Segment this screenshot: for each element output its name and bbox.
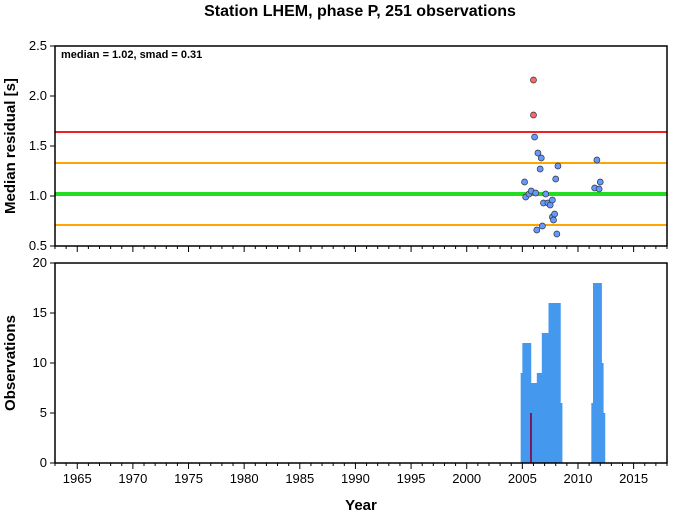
y-tick-label: 0 bbox=[40, 455, 47, 470]
y-tick-label: 1.0 bbox=[29, 188, 47, 203]
chart-title: Station LHEM, phase P, 251 observations bbox=[204, 3, 516, 20]
outlier-point bbox=[530, 111, 537, 119]
observation-bars bbox=[520, 283, 606, 463]
residual-points bbox=[521, 76, 604, 238]
y-tick-label: 15 bbox=[33, 305, 47, 320]
residual-point bbox=[553, 230, 561, 238]
x-tick-label: 1995 bbox=[397, 471, 426, 486]
x-tick-label: 1985 bbox=[285, 471, 314, 486]
observations-y-ticks: 0 5 10 15 20 bbox=[33, 255, 55, 470]
y-tick-label: 0.5 bbox=[29, 238, 47, 253]
observations-panel: 0 5 10 15 20 1965 1970 1975 1980 1985 1990 1995 200… bbox=[2, 246, 668, 511]
residual-point bbox=[552, 175, 560, 183]
outlier-point bbox=[530, 76, 537, 84]
observation-bar bbox=[596, 413, 606, 463]
y-tick-label: 2.5 bbox=[29, 38, 47, 53]
residual-point bbox=[551, 210, 558, 218]
residual-point bbox=[533, 226, 541, 234]
median-smad-annotation: median = 1.02, smad = 0.31 bbox=[61, 49, 202, 61]
residual-point bbox=[549, 196, 556, 204]
y-tick-label: 1.5 bbox=[29, 138, 47, 153]
residual-point bbox=[596, 178, 604, 186]
residual-point bbox=[521, 178, 528, 186]
observations-panel-frame bbox=[54, 262, 668, 464]
residual-point bbox=[593, 156, 601, 164]
residual-point bbox=[532, 189, 540, 197]
residual-point bbox=[554, 162, 562, 170]
observations-y-axis-title: Observations bbox=[2, 315, 19, 411]
residual-point bbox=[595, 185, 603, 193]
x-axis-title: Year bbox=[345, 497, 377, 511]
residual-point bbox=[539, 222, 546, 230]
x-tick-label: 1965 bbox=[63, 471, 92, 486]
residual-point bbox=[550, 216, 557, 224]
residual-point bbox=[531, 133, 538, 141]
x-tick-label: 1990 bbox=[341, 471, 370, 486]
observation-bar bbox=[553, 403, 563, 463]
y-tick-label: 5 bbox=[40, 405, 47, 420]
observation-bar bbox=[551, 303, 561, 463]
residual-point bbox=[542, 190, 550, 198]
residual-point bbox=[536, 165, 544, 173]
residual-y-ticks: 0.5 1.0 1.5 2.0 2.5 bbox=[29, 38, 55, 253]
residual-panel-frame bbox=[54, 45, 668, 247]
x-tick-label: 2010 bbox=[564, 471, 593, 486]
residual-panel: median = 1.02, smad = 0.31 0.5 1.0 1.5 2.0 2… bbox=[2, 38, 668, 253]
year-x-ticks: 1965 1970 1975 1980 1985 1990 1995 2000 2005 2010… bbox=[54, 246, 668, 486]
x-tick-label: 2005 bbox=[508, 471, 537, 486]
residual-point bbox=[537, 154, 545, 162]
x-tick-label: 2015 bbox=[619, 471, 648, 486]
residual-y-axis-title: Median residual [s] bbox=[2, 78, 19, 214]
y-tick-label: 20 bbox=[33, 255, 47, 270]
x-tick-label: 1980 bbox=[230, 471, 259, 486]
x-tick-label: 1975 bbox=[174, 471, 203, 486]
x-tick-label: 2000 bbox=[452, 471, 481, 486]
y-tick-label: 2.0 bbox=[29, 88, 47, 103]
residual-point bbox=[534, 149, 542, 157]
x-tick-label: 1970 bbox=[118, 471, 147, 486]
y-tick-label: 10 bbox=[33, 355, 47, 370]
reference-lines bbox=[55, 131, 667, 226]
